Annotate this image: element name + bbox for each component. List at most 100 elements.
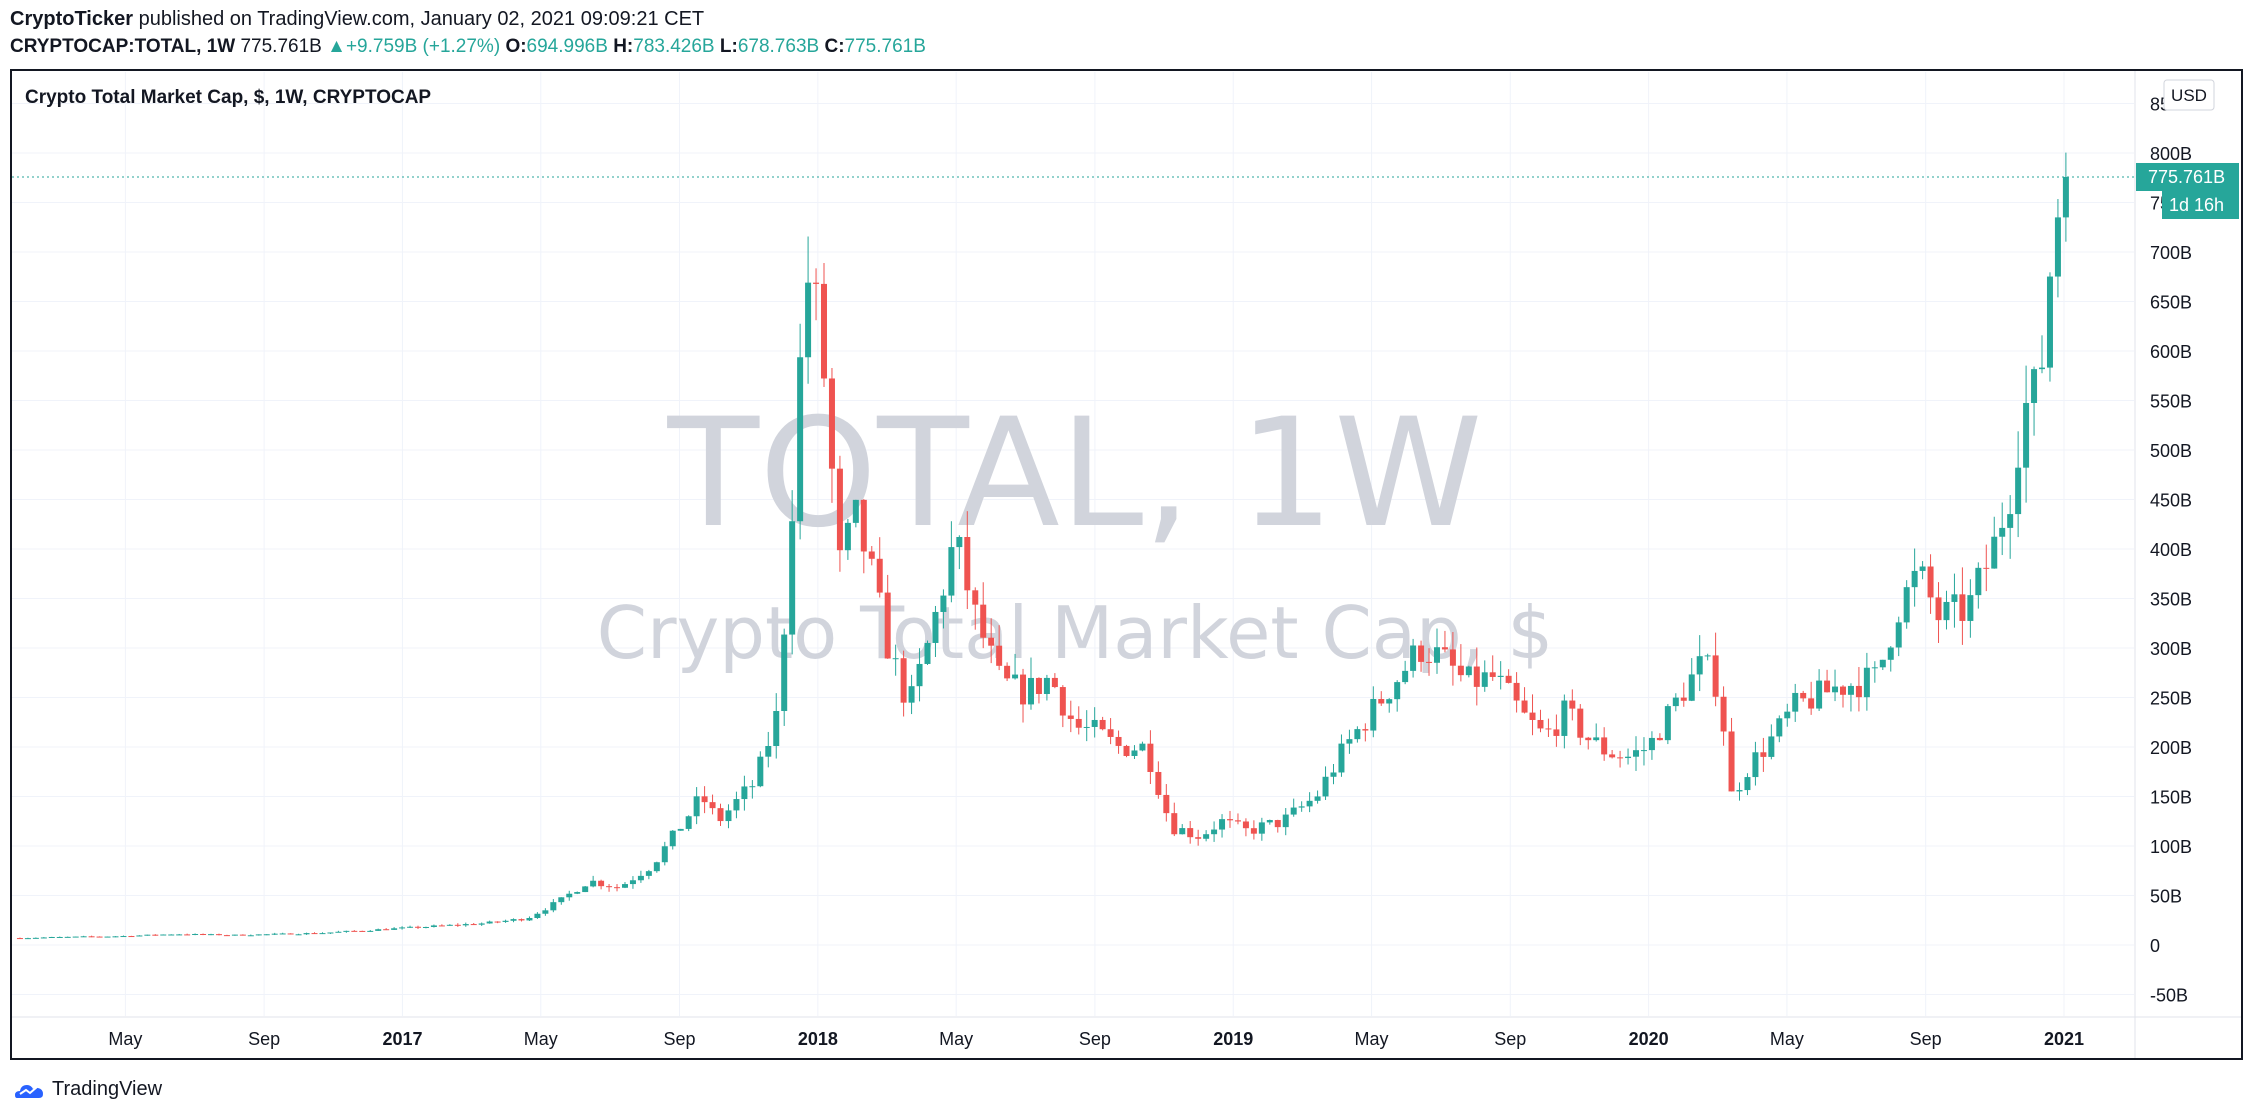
candle-body <box>669 830 676 847</box>
price-axis[interactable]: 850B800B750B700B650B600B550B500B450B400B… <box>2150 95 2192 1006</box>
candle-body <box>1195 837 1202 839</box>
candle-body <box>1919 566 1926 571</box>
change-value: +9.759B (+1.27%) <box>345 36 501 57</box>
candle-body <box>1004 665 1011 679</box>
candle-body <box>1577 708 1584 738</box>
candle-body <box>1258 822 1265 834</box>
last-price: 775.761B <box>240 36 322 57</box>
candle-body <box>1314 796 1321 801</box>
candle-body <box>1561 700 1568 736</box>
candle-body <box>924 642 931 664</box>
candle-body <box>1521 700 1528 713</box>
grid <box>12 72 2134 1016</box>
candle-body <box>1832 686 1839 693</box>
candle-body <box>375 929 382 931</box>
candle-body <box>223 935 230 937</box>
candle-body <box>773 711 780 747</box>
candle-body <box>1672 697 1679 707</box>
tradingview-footer[interactable]: TradingView <box>14 1078 162 1101</box>
candle-body <box>168 934 175 936</box>
ohlc-line: CRYPTOCAP:TOTAL, 1W 775.761B ▲+9.759B (+… <box>10 36 926 58</box>
candle-body <box>948 547 955 596</box>
candle-body <box>80 936 87 938</box>
candle-body <box>765 746 772 757</box>
candle-body <box>1203 834 1210 839</box>
candle-body <box>1354 729 1361 740</box>
y-tick-label: 450B <box>2150 491 2192 511</box>
candle-body <box>104 936 111 938</box>
candle-body <box>502 920 509 922</box>
candle-body <box>88 936 95 938</box>
candle-body <box>239 934 246 936</box>
candle-body <box>733 799 740 811</box>
candle-body <box>629 880 636 885</box>
candle-body <box>1497 675 1504 677</box>
x-tick-label: 2018 <box>798 1029 838 1049</box>
candle-body <box>1163 794 1170 814</box>
candle-body <box>1211 829 1218 835</box>
candle-body <box>64 936 71 938</box>
candle-body <box>112 936 119 938</box>
x-tick-label: 2017 <box>382 1029 422 1049</box>
watermark-symbol: TOTAL, 1W <box>667 387 1483 561</box>
candle-body <box>1943 601 1950 621</box>
watermark-description: Crypto Total Market Cap, $ <box>597 591 1553 675</box>
candle-body <box>247 935 254 937</box>
candle-body <box>1569 700 1576 709</box>
candle-body <box>1903 587 1910 623</box>
candle-body <box>1465 666 1472 676</box>
chart-frame[interactable] <box>10 69 2243 1060</box>
candle-body <box>900 658 907 703</box>
candle-body <box>1752 752 1759 778</box>
candle-body <box>916 663 923 687</box>
candle-body <box>1688 674 1695 701</box>
candle-body <box>1043 677 1050 694</box>
candle-body <box>526 917 533 921</box>
candle-body <box>964 537 971 591</box>
candle-body <box>932 611 939 643</box>
candle-body <box>1967 595 1974 621</box>
candle-body <box>1418 645 1425 662</box>
candle-body <box>1035 677 1042 694</box>
candle-body <box>454 924 461 926</box>
chart-title: Crypto Total Market Cap, $, 1W, CRYPTOCA… <box>25 87 431 108</box>
candle-body <box>1489 672 1496 677</box>
candle-body <box>1067 715 1074 719</box>
candle-body <box>72 936 79 938</box>
candle-body <box>2031 369 2038 403</box>
candle-body <box>1784 711 1791 719</box>
candle-body <box>542 910 549 914</box>
x-tick-label: Sep <box>1910 1029 1942 1049</box>
candle-body <box>415 926 422 928</box>
candle-body <box>1529 712 1536 720</box>
x-tick-label: 2019 <box>1213 1029 1253 1049</box>
high-value: 783.426B <box>633 36 715 57</box>
candle-body <box>136 935 143 937</box>
candle-body <box>478 923 485 925</box>
candle-body <box>470 924 477 926</box>
candle-body <box>2054 217 2061 277</box>
candle-body <box>1274 820 1281 828</box>
currency-label[interactable]: USD <box>2171 86 2207 105</box>
candle-body <box>1545 728 1552 730</box>
low-key: L: <box>719 36 738 57</box>
candle-body <box>24 938 31 940</box>
candle-body <box>956 537 963 548</box>
candle-body <box>908 686 915 703</box>
candle-body <box>988 637 995 646</box>
time-axis[interactable]: May Sep 2017 May Sep 2018 May Sep 2019 May Sep 2020… <box>108 1029 2084 1049</box>
candle-body <box>351 930 358 932</box>
candle-body <box>1696 656 1703 675</box>
candle-body <box>1322 776 1329 797</box>
candle-body <box>653 862 660 872</box>
candle-body <box>821 283 828 379</box>
y-tick-label: 300B <box>2150 639 2192 659</box>
candle-body <box>1911 570 1918 588</box>
candle-body <box>813 282 820 284</box>
candle-body <box>590 880 597 887</box>
currency-button[interactable]: USD <box>2163 79 2215 111</box>
candle-body <box>1887 647 1894 660</box>
candle-body <box>1059 687 1066 716</box>
candle-body <box>2039 367 2046 370</box>
